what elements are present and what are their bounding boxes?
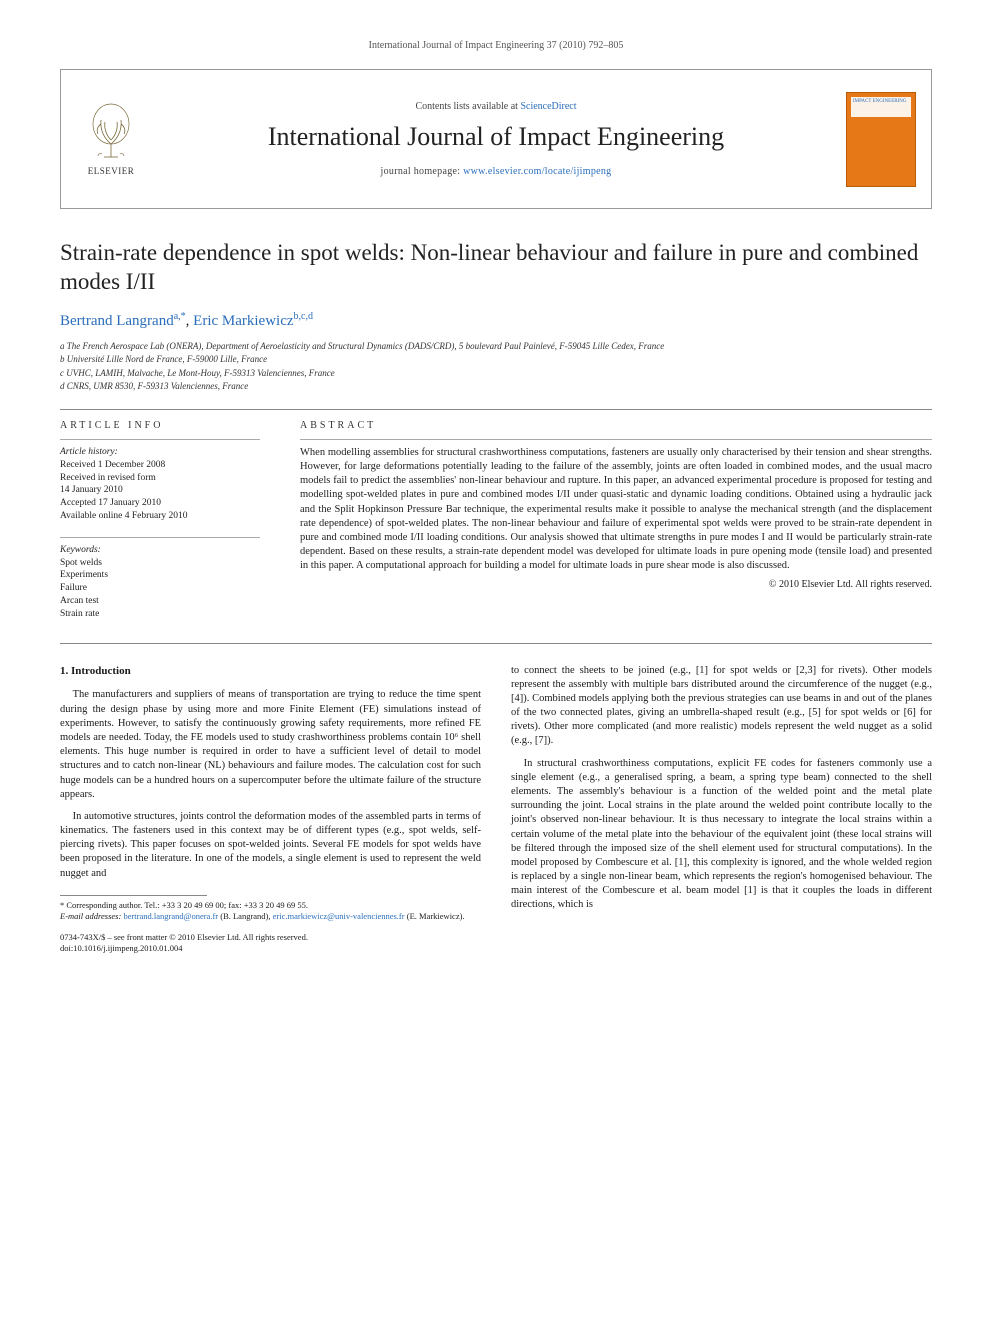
journal-center: Contents lists available at ScienceDirec… (161, 70, 831, 208)
email-2-who: (E. Markiewicz) (407, 911, 463, 921)
corresponding-author-line: * Corresponding author. Tel.: +33 3 20 4… (60, 900, 481, 911)
body-para-4: In structural crashworthiness computatio… (511, 757, 932, 913)
affiliation-a: a The French Aerospace Lab (ONERA), Depa… (60, 340, 932, 353)
email-label: E-mail addresses: (60, 911, 121, 921)
section-1-heading: 1. Introduction (60, 664, 481, 679)
cover-thumb-text: IMPACT ENGINEERING (853, 99, 909, 105)
author-2-affil-sup: b,c,d (294, 311, 313, 322)
body-column-left: 1. Introduction The manufacturers and su… (60, 664, 481, 954)
email-1[interactable]: bertrand.langrand@onera.fr (123, 911, 218, 921)
affiliation-b: b Université Lille Nord de France, F-590… (60, 353, 932, 366)
article-info-column: ARTICLE INFO Article history: Received 1… (60, 420, 260, 621)
abstract-label: ABSTRACT (300, 420, 932, 431)
keyword-5: Strain rate (60, 608, 260, 621)
journal-name: International Journal of Impact Engineer… (268, 122, 724, 152)
doi-block: 0734-743X/$ – see front matter © 2010 El… (60, 932, 481, 954)
history-line-1: Received 1 December 2008 (60, 459, 260, 472)
affiliation-c: c UVHC, LAMIH, Malvache, Le Mont-Houy, F… (60, 367, 932, 380)
author-1[interactable]: Bertrand Langrand (60, 313, 174, 329)
keyword-3: Failure (60, 582, 260, 595)
keyword-4: Arcan test (60, 595, 260, 608)
affiliation-d: d CNRS, UMR 8530, F-59313 Valenciennes, … (60, 380, 932, 393)
article-title: Strain-rate dependence in spot welds: No… (60, 239, 932, 297)
abstract-column: ABSTRACT When modelling assemblies for s… (300, 420, 932, 621)
sciencedirect-link[interactable]: ScienceDirect (520, 101, 576, 112)
author-1-affil-sup: a,* (174, 311, 186, 322)
history-line-4: Accepted 17 January 2010 (60, 497, 260, 510)
journal-cover-thumbnail: IMPACT ENGINEERING (846, 92, 916, 187)
front-matter-line: 0734-743X/$ – see front matter © 2010 El… (60, 932, 481, 943)
publisher-label: ELSEVIER (88, 166, 135, 176)
contents-available-line: Contents lists available at ScienceDirec… (415, 101, 576, 112)
publisher-block: ELSEVIER (61, 70, 161, 208)
journal-masthead: ELSEVIER Contents lists available at Sci… (60, 69, 932, 209)
body-para-1: The manufacturers and suppliers of means… (60, 688, 481, 801)
abstract-rule (300, 439, 932, 440)
abstract-text: When modelling assemblies for structural… (300, 446, 932, 574)
history-line-2: Received in revised form (60, 472, 260, 485)
top-rule (60, 409, 932, 410)
email-1-who: (B. Langrand) (220, 911, 268, 921)
cover-thumb-block: IMPACT ENGINEERING (831, 70, 931, 208)
abstract-copyright: © 2010 Elsevier Ltd. All rights reserved… (300, 579, 932, 590)
footnote-rule (60, 895, 207, 896)
article-info-label: ARTICLE INFO (60, 420, 260, 431)
article-history: Article history: Received 1 December 200… (60, 446, 260, 523)
author-2[interactable]: Eric Markiewicz (193, 313, 293, 329)
running-header: International Journal of Impact Engineer… (60, 40, 932, 51)
contents-prefix: Contents lists available at (415, 101, 520, 112)
body-para-3: to connect the sheets to be joined (e.g.… (511, 664, 932, 749)
body-column-right: to connect the sheets to be joined (e.g.… (511, 664, 932, 954)
body-columns: 1. Introduction The manufacturers and su… (60, 664, 932, 954)
body-para-2: In automotive structures, joints control… (60, 810, 481, 881)
author-list: Bertrand Langranda,*, Eric Markiewiczb,c… (60, 311, 932, 330)
meta-row: ARTICLE INFO Article history: Received 1… (60, 420, 932, 621)
keywords-title: Keywords: (60, 544, 260, 557)
keyword-1: Spot welds (60, 557, 260, 570)
history-line-3: 14 January 2010 (60, 484, 260, 497)
history-line-5: Available online 4 February 2010 (60, 510, 260, 523)
homepage-line: journal homepage: www.elsevier.com/locat… (381, 166, 612, 177)
bottom-rule (60, 643, 932, 644)
homepage-prefix: journal homepage: (381, 166, 464, 177)
keyword-2: Experiments (60, 569, 260, 582)
email-2[interactable]: eric.markiewicz@univ-valenciennes.fr (273, 911, 405, 921)
article-info-rule (60, 439, 260, 440)
email-line: E-mail addresses: bertrand.langrand@oner… (60, 911, 481, 922)
keywords-block: Keywords: Spot welds Experiments Failure… (60, 544, 260, 621)
homepage-link[interactable]: www.elsevier.com/locate/ijimpeng (463, 166, 611, 177)
history-title: Article history: (60, 446, 260, 459)
doi-line: doi:10.1016/j.ijimpeng.2010.01.004 (60, 943, 481, 954)
affiliations: a The French Aerospace Lab (ONERA), Depa… (60, 340, 932, 393)
elsevier-tree-icon (86, 102, 136, 162)
corresponding-footnote: * Corresponding author. Tel.: +33 3 20 4… (60, 900, 481, 922)
keywords-rule (60, 537, 260, 538)
